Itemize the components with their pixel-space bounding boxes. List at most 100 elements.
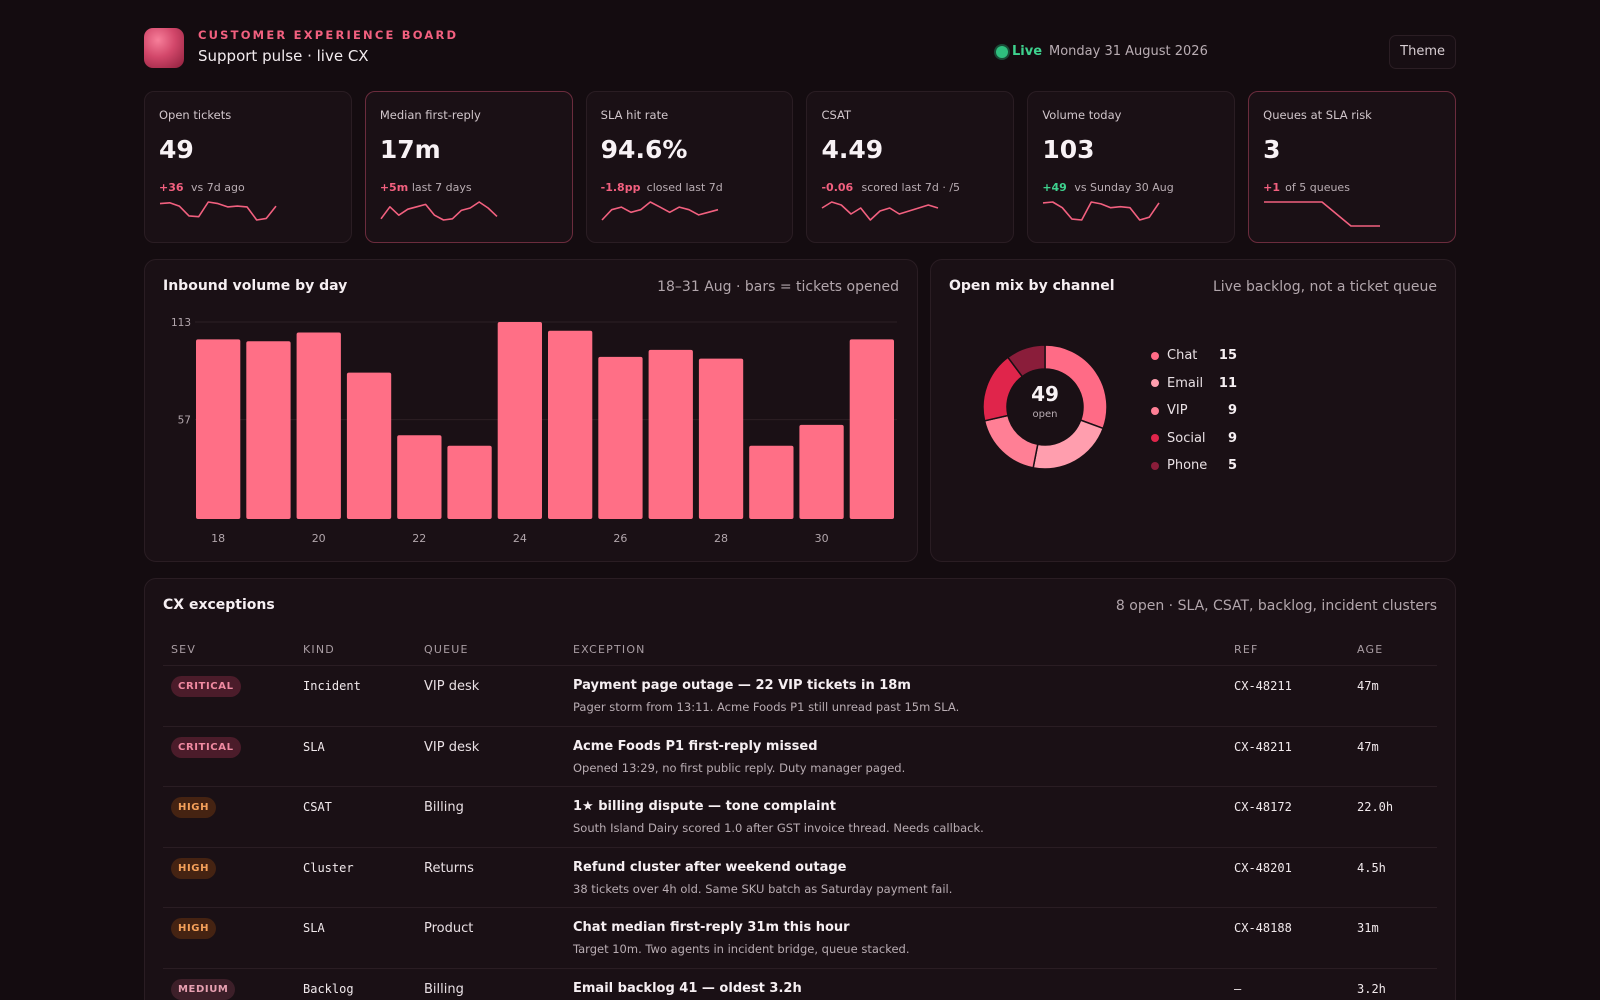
volume-bar-31[interactable] [849,339,894,519]
volume-bar-23[interactable] [447,445,492,519]
kpi-value: 103 [1042,135,1095,164]
volume-bar-22[interactable] [397,435,442,519]
col-kind[interactable]: KIND [303,643,335,656]
table-row[interactable]: HIGH SLA Product Chat median first-reply 31… [163,907,1437,967]
col-queue[interactable]: QUEUE [424,643,469,656]
panel-title: Open mix by channel [949,278,1115,294]
table-row[interactable]: HIGH Cluster Returns Refund cluster after w… [163,846,1437,907]
live-label: Live [1012,44,1043,59]
donut-slice-vip[interactable] [983,414,1039,469]
table-row[interactable]: HIGH CSAT Billing 1★ billing dispute — tone… [163,786,1437,846]
kpi-note: vs 7d ago [191,181,245,194]
volume-bar-20[interactable] [296,332,341,520]
kpi-card-csat[interactable]: CSAT 4.49 -0.06 scored last 7d · /5 [806,91,1015,243]
col-exception[interactable]: EXCEPTION [573,643,646,656]
volume-bar-18[interactable] [196,339,241,519]
kpi-note: of 5 queues [1285,181,1350,194]
table-row[interactable]: MEDIUM Backlog Billing Email backlog 41 — o… [163,967,1437,1000]
ref-cell[interactable]: CX-48211 [1234,739,1292,754]
ref-cell[interactable]: CX-48211 [1234,679,1292,693]
volume-bar-21[interactable] [346,372,392,519]
table-row[interactable]: CRITICAL Incident VIP desk Payment page out… [163,665,1437,725]
kpi-label: SLA hit rate [600,108,669,122]
age-cell: 22.0h [1357,800,1394,814]
exception-title[interactable]: 1★ billing dispute — tone complaint [573,799,836,814]
dashboard: CUSTOMER EXPERIENCE BOARD Support pulse … [144,0,1456,1000]
exception-title[interactable]: Chat median first-reply 31m this hour [573,920,850,935]
legend-value: 11 [1218,375,1237,391]
live-dot-icon [996,45,1008,58]
kind-cell: Cluster [303,860,354,875]
kpi-card-volume-today[interactable]: Volume today 103 +49 vs Sunday 30 Aug [1027,91,1236,243]
kpi-delta: -0.06 [821,181,854,194]
kpi-card-open-tickets[interactable]: Open tickets 49 +36 vs 7d ago [144,91,352,243]
col-age[interactable]: AGE [1357,643,1384,656]
exceptions-panel: CX exceptions 8 open · SLA, CSAT, backlo… [144,578,1456,1000]
queue-cell: VIP desk [424,679,480,694]
exception-detail: Target 10m. Two agents in incident bridg… [573,942,910,956]
legend-label: Chat [1167,348,1198,364]
kpi-label: Median first-reply [379,108,481,122]
kpi-value: 3 [1263,135,1281,164]
volume-bar-28[interactable] [698,358,744,519]
kpi-row: Open tickets 49 +36 vs 7d ago Median fir… [144,91,1456,243]
theme-button[interactable]: Theme [1389,35,1456,69]
exception-title[interactable]: Email backlog 41 — oldest 3.2h [573,980,802,996]
legend-item[interactable]: VIP 9 [1151,397,1237,425]
legend-swatch [1151,351,1159,360]
live-indicator: Live [996,44,1042,59]
channel-mix-panel: Open mix by channel Live backlog, not a … [930,259,1456,562]
volume-bar-24[interactable] [497,322,542,519]
col-sev[interactable]: SEV [171,643,197,656]
legend-value: 5 [1227,458,1237,474]
ref-cell[interactable]: CX-48172 [1234,800,1292,814]
sparkline-path [1264,201,1381,227]
volume-bar-chart: 57 113 18 20 22 24 26 28 30 [171,317,897,545]
age-cell: 4.5h [1357,860,1386,875]
donut-center-label: open [1032,409,1058,420]
queue-cell: Product [424,921,474,936]
kind-cell: Backlog [303,981,354,996]
legend-item[interactable]: Phone 5 [1151,452,1237,480]
legend-item[interactable]: Social 9 [1151,425,1237,453]
legend-item[interactable]: Chat 15 [1151,342,1237,370]
exception-detail: Opened 13:29, no first public reply. Dut… [573,760,906,775]
exception-title[interactable]: Refund cluster after weekend outage [573,859,847,875]
kpi-card-median-first-reply[interactable]: Median first-reply 17m +5m last 7 days [364,91,573,243]
legend-swatch [1151,434,1159,443]
volume-bar-27[interactable] [648,349,693,519]
kpi-delta: -1.8pp [600,181,641,194]
donut-slice-phone[interactable] [1006,344,1046,378]
exception-title[interactable]: Acme Foods P1 first-reply missed [573,738,818,754]
exception-detail: 38 tickets over 4h old. Same SKU batch a… [573,881,953,896]
kpi-card-queues-at-sla-risk[interactable]: Queues at SLA risk 3 +1 of 5 queues [1248,91,1456,243]
donut-slice-email[interactable] [1032,419,1105,470]
table-row[interactable]: CRITICAL SLA VIP desk Acme Foods P1 first-r… [163,725,1437,786]
panel-note: 18–31 Aug · bars = tickets opened [657,279,899,295]
kpi-value: 4.49 [821,135,884,164]
ref-cell[interactable]: CX-48188 [1234,921,1292,935]
ref-cell[interactable]: — [1234,981,1242,996]
exception-title[interactable]: Payment page outage — 22 VIP tickets in … [573,678,911,693]
volume-bar-26[interactable] [598,356,643,519]
age-cell: 31m [1357,921,1379,935]
ref-cell[interactable]: CX-48201 [1234,860,1292,875]
kpi-label: Open tickets [159,108,232,122]
volume-bar-29[interactable] [749,445,794,519]
volume-bar-30[interactable] [799,424,844,519]
panel-title: CX exceptions [163,597,275,613]
kind-cell: SLA [303,739,325,754]
legend-item[interactable]: Email 11 [1151,370,1237,398]
kpi-delta: +1 [1263,181,1281,194]
kpi-label: Queues at SLA risk [1263,108,1372,122]
header: CUSTOMER EXPERIENCE BOARD Support pulse … [144,0,1456,90]
volume-bar-25[interactable] [548,330,593,519]
severity-badge: MEDIUM [171,978,236,1000]
col-ref[interactable]: REF [1234,643,1259,656]
x-tick-label: 24 [513,532,527,545]
kind-cell: SLA [303,921,325,935]
severity-badge: HIGH [171,857,217,879]
volume-bar-19[interactable] [246,341,291,519]
kpi-card-sla-hit-rate[interactable]: SLA hit rate 94.6% -1.8pp closed last 7d [585,91,794,243]
kpi-delta: +36 [159,181,184,194]
